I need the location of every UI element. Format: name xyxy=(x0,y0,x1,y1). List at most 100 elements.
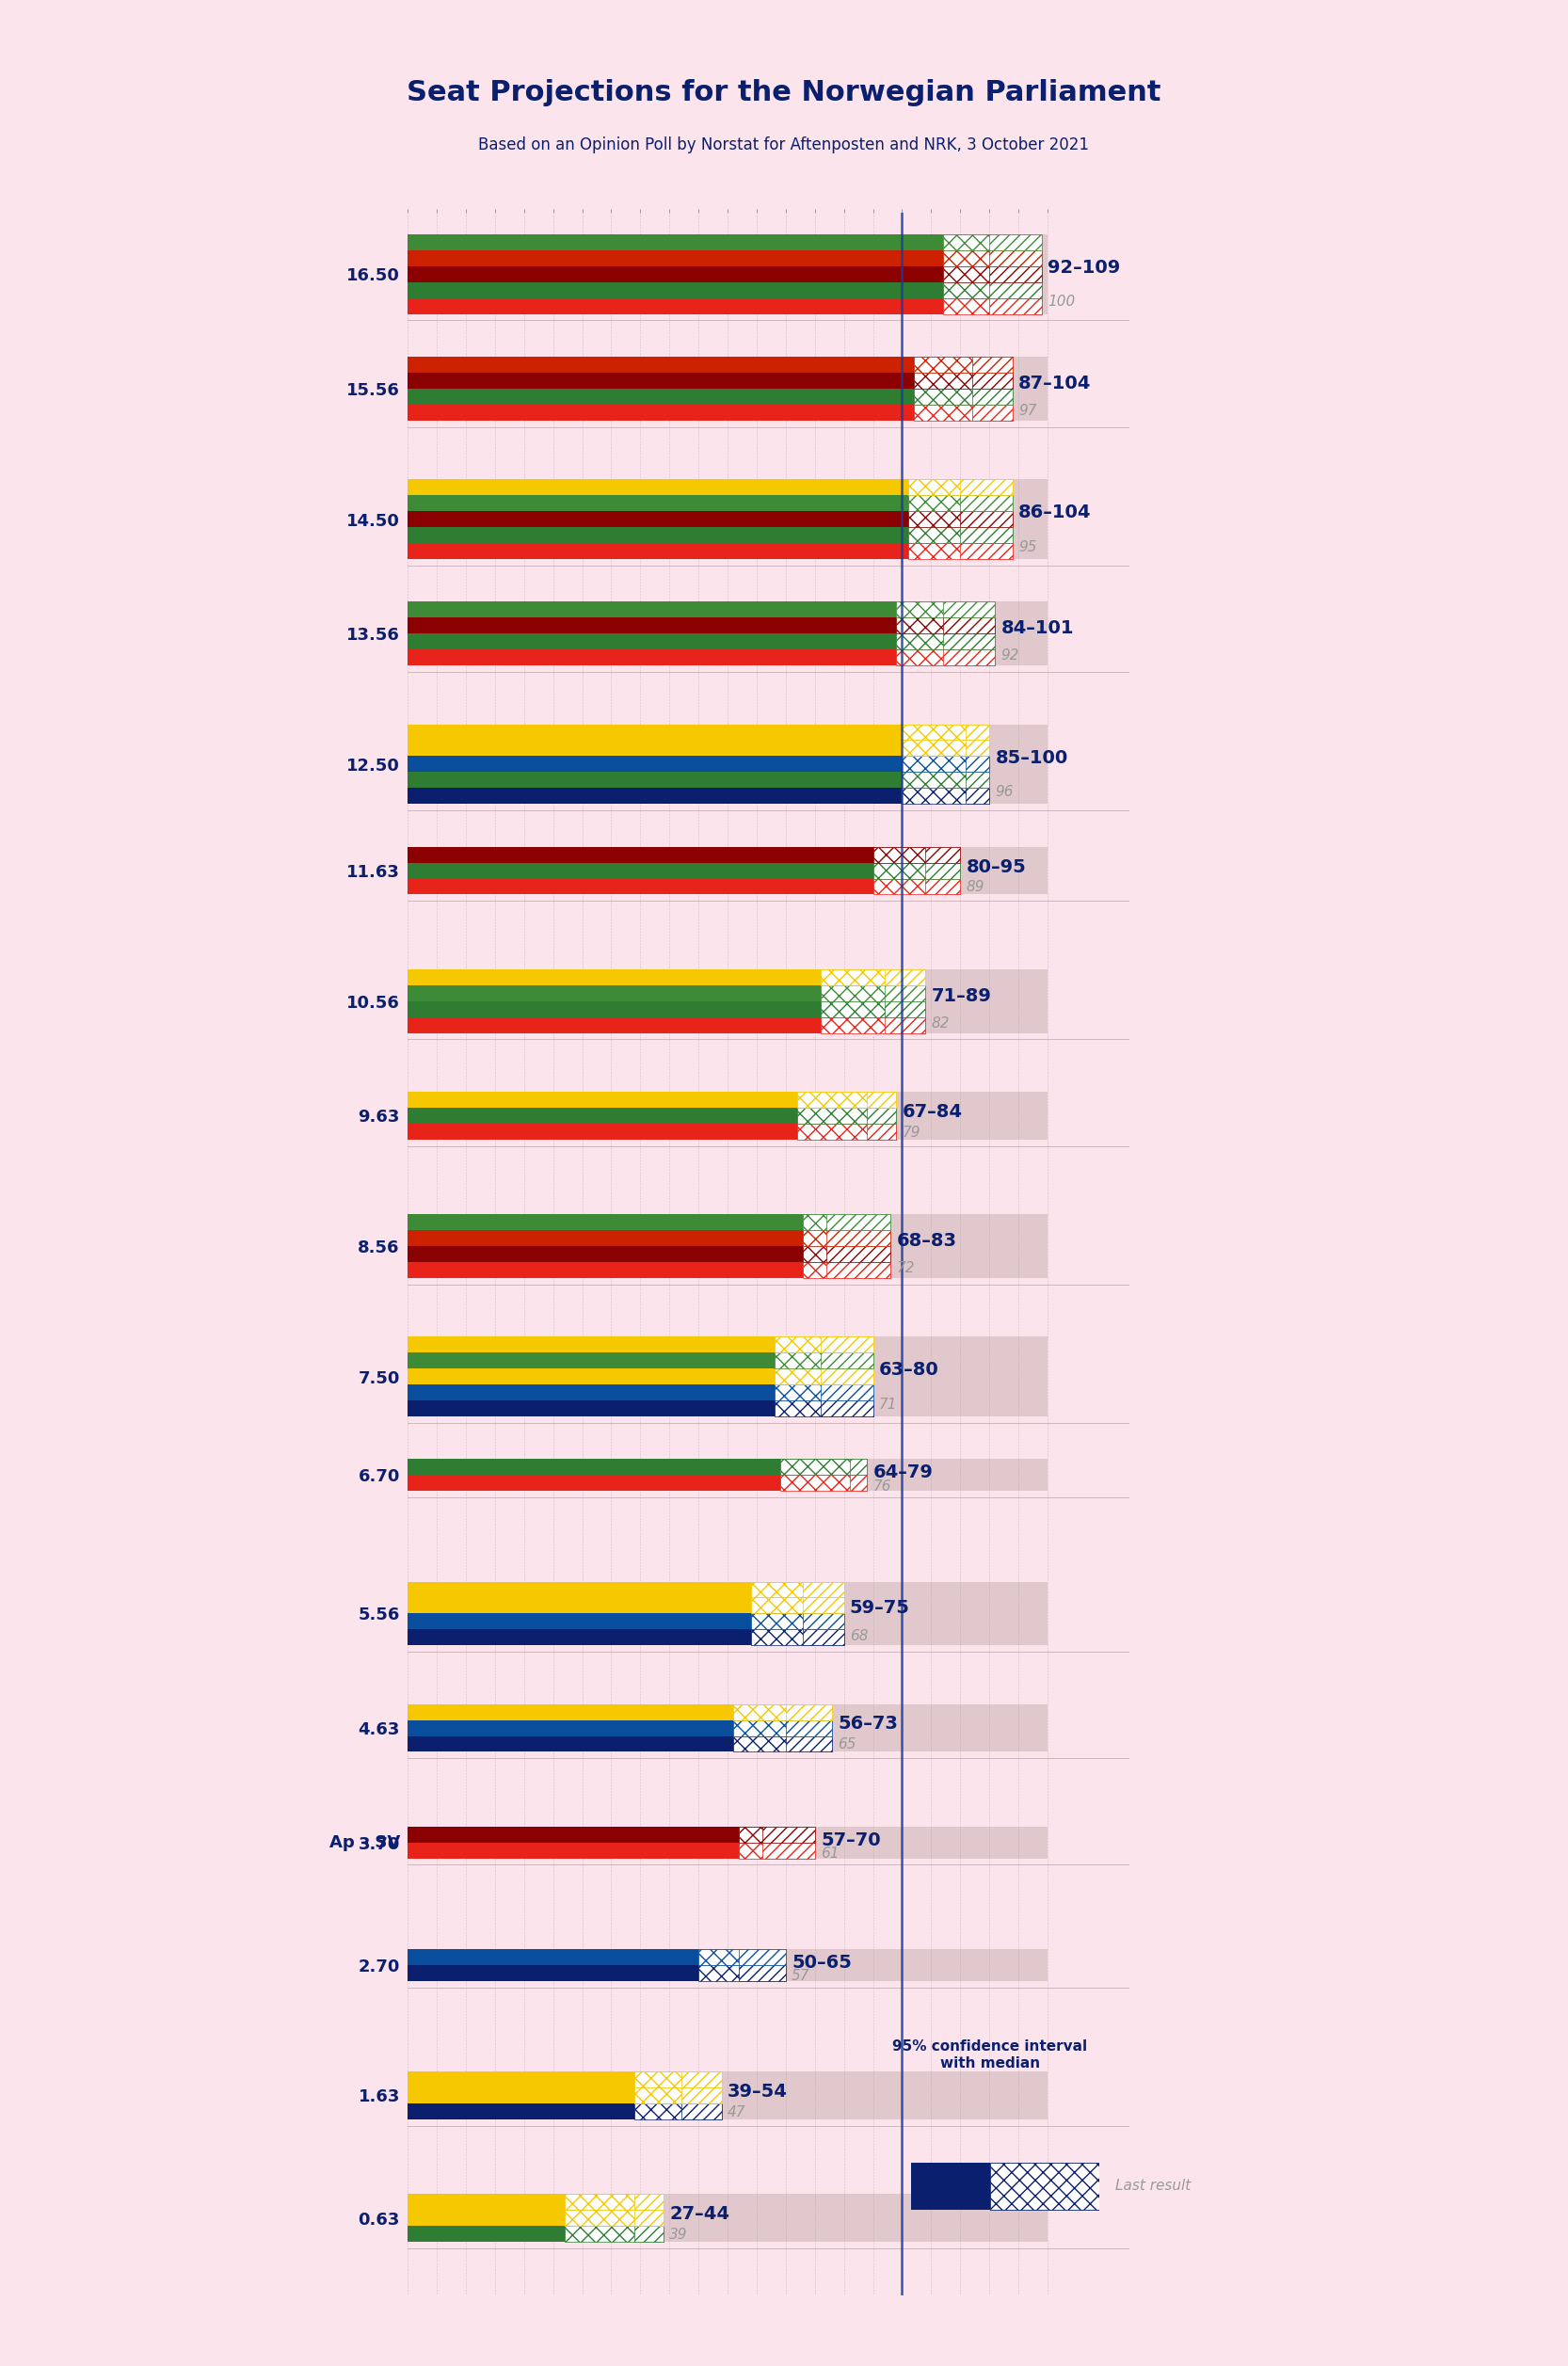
Bar xyxy=(925,864,960,878)
Bar xyxy=(897,618,996,634)
Text: 96: 96 xyxy=(996,786,1013,800)
Bar xyxy=(635,2226,663,2241)
Bar xyxy=(408,1597,803,1614)
Bar xyxy=(867,1124,897,1140)
Text: 71: 71 xyxy=(878,1398,897,1413)
Bar xyxy=(734,1720,833,1737)
Bar xyxy=(408,267,989,282)
Bar xyxy=(775,1384,873,1401)
Bar xyxy=(408,634,942,651)
Bar xyxy=(850,1460,867,1474)
Bar xyxy=(820,1337,873,1353)
Bar xyxy=(942,618,996,634)
Text: 76: 76 xyxy=(873,1479,891,1493)
Bar xyxy=(902,724,989,741)
Bar xyxy=(408,878,925,894)
Bar xyxy=(960,494,1013,511)
Text: Based on an Opinion Poll by Norstat for Aftenposten and NRK, 3 October 2021: Based on an Opinion Poll by Norstat for … xyxy=(478,137,1090,154)
Bar xyxy=(408,970,884,984)
Bar xyxy=(408,1460,850,1474)
Bar xyxy=(942,234,1041,251)
Bar xyxy=(966,741,989,757)
Bar xyxy=(408,298,989,315)
Bar xyxy=(408,251,989,267)
Bar xyxy=(408,1261,826,1278)
Bar xyxy=(681,2103,721,2120)
Bar xyxy=(408,2087,681,2103)
Bar xyxy=(698,1964,786,1980)
Bar xyxy=(408,528,960,544)
Bar xyxy=(908,511,1013,528)
Bar xyxy=(635,2210,663,2226)
Bar xyxy=(989,234,1041,251)
Bar xyxy=(564,2193,663,2210)
Bar xyxy=(873,878,960,894)
Bar xyxy=(408,757,966,771)
Bar xyxy=(867,1091,897,1107)
Bar xyxy=(786,1704,833,1720)
Bar xyxy=(897,651,996,665)
Bar xyxy=(942,601,996,618)
Bar xyxy=(908,480,1013,494)
Text: 65: 65 xyxy=(839,1737,856,1751)
Bar xyxy=(972,357,1013,374)
Bar xyxy=(942,298,1041,315)
Bar xyxy=(408,2226,635,2241)
Bar xyxy=(408,405,972,421)
Bar xyxy=(820,1017,925,1034)
Bar xyxy=(966,757,989,771)
Text: 84–101: 84–101 xyxy=(1000,620,1074,636)
Bar xyxy=(408,1001,884,1017)
Bar xyxy=(408,1630,803,1644)
Bar xyxy=(739,1964,786,1980)
Text: 87–104: 87–104 xyxy=(1019,374,1091,393)
Bar xyxy=(408,1091,867,1107)
Text: 97: 97 xyxy=(1019,405,1036,419)
Bar xyxy=(942,251,1041,267)
Bar xyxy=(408,1214,826,1230)
Bar xyxy=(884,1017,925,1034)
Bar xyxy=(408,847,1047,894)
Bar xyxy=(751,1597,844,1614)
Bar xyxy=(408,1353,820,1368)
Bar xyxy=(803,1214,891,1230)
Bar xyxy=(635,2087,721,2103)
Bar xyxy=(798,1107,897,1124)
Bar xyxy=(942,282,1041,298)
Text: 68–83: 68–83 xyxy=(897,1233,956,1249)
Bar xyxy=(408,374,972,388)
Bar xyxy=(960,544,1013,558)
Text: 79: 79 xyxy=(902,1126,920,1140)
Bar xyxy=(408,864,925,878)
Bar xyxy=(803,1230,891,1247)
Bar xyxy=(408,1401,820,1417)
Bar xyxy=(408,788,966,804)
Bar xyxy=(820,1368,873,1384)
Bar xyxy=(803,1261,891,1278)
Bar xyxy=(408,388,972,405)
Bar xyxy=(803,1630,844,1644)
Text: 80–95: 80–95 xyxy=(966,859,1025,875)
Bar xyxy=(925,847,960,864)
Bar xyxy=(408,1580,1047,1644)
Bar xyxy=(408,1843,762,1857)
Bar xyxy=(779,1460,867,1474)
Bar xyxy=(408,601,1047,665)
Bar xyxy=(972,374,1013,388)
Bar xyxy=(408,618,942,634)
Bar xyxy=(820,1384,873,1401)
Bar xyxy=(739,1950,786,1964)
Bar xyxy=(564,2210,663,2226)
Bar xyxy=(408,771,966,788)
Text: 72: 72 xyxy=(897,1261,914,1275)
Bar xyxy=(867,1107,897,1124)
Bar xyxy=(408,1950,739,1964)
Bar xyxy=(826,1247,891,1261)
Bar xyxy=(408,2193,1047,2241)
Bar xyxy=(739,1843,815,1857)
Bar xyxy=(734,1704,833,1720)
Bar xyxy=(408,1614,803,1630)
Bar xyxy=(960,528,1013,544)
Bar xyxy=(635,2193,663,2210)
Bar xyxy=(908,528,1013,544)
